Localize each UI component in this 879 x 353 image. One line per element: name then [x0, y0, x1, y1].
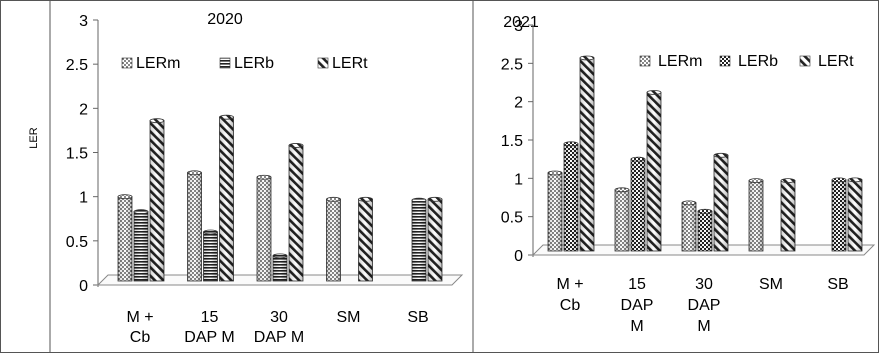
legend-label-LERt: LERt	[818, 53, 854, 70]
bar-LERb-1	[563, 141, 579, 252]
bar-LERt-4	[780, 178, 796, 252]
legend-swatch-LERm	[121, 57, 133, 69]
bars-2020	[117, 114, 443, 282]
chart-panel-2020: 2020 LERm LERb LERt 0 0.5 1 1.5 2 2.5 3 M + Cb 15 D…	[66, 11, 464, 346]
chart-panel-2021: 2021 LERm LERb LERt 0 0.5 1 1.5 2 2.5 3 M + Cb 15 D…	[501, 14, 876, 335]
x-category-label: SM	[337, 309, 361, 326]
bar-LERb-1	[133, 209, 149, 282]
legend-swatch-LERb	[719, 55, 731, 67]
y-tick-label: 0.5	[501, 210, 523, 227]
bar-LERt-4	[358, 196, 373, 282]
x-category-label: 30 DAP M	[688, 276, 721, 335]
bar-LERm-4	[326, 196, 341, 282]
y-tick-label: 1	[79, 190, 88, 207]
y-tick-label: 1.5	[501, 133, 523, 150]
legend-label-LERt: LERt	[332, 55, 368, 72]
y-axis-2021: 0 0.5 1 1.5 2 2.5 3	[501, 18, 534, 265]
x-category-label: 15 DAP M	[621, 276, 654, 335]
legend-label-LERb: LERb	[738, 53, 778, 70]
x-category-label: M + Cb	[126, 309, 153, 346]
y-tick-label: 0	[79, 278, 88, 295]
y-tick-label: 1.5	[66, 146, 88, 163]
y-tick-label: 2.5	[501, 56, 523, 73]
figure-y-axis-label: LER	[28, 127, 40, 148]
legend-2021: LERm LERb LERt	[639, 53, 854, 70]
bar-LERm-3	[256, 174, 272, 282]
y-tick-label: 0.5	[66, 234, 88, 251]
x-category-label: M + Cb	[556, 276, 583, 314]
chart-title-2020: 2020	[207, 11, 243, 28]
bar-LERb-2	[630, 156, 646, 252]
legend-swatch-LERb	[219, 57, 231, 69]
bar-LERm-2	[187, 170, 202, 282]
x-category-label: SM	[759, 276, 783, 293]
chart-title-2021: 2021	[503, 14, 539, 31]
bar-LERt-3	[288, 143, 304, 282]
y-tick-label: 3	[514, 18, 523, 35]
bar-LERm-2	[614, 187, 630, 252]
legend-2020: LERm LERb LERt	[121, 55, 368, 72]
bar-LERb-3	[272, 253, 288, 282]
bar-LERb-5	[831, 177, 847, 252]
legend-swatch-LERt	[799, 55, 811, 67]
x-category-label: 15 DAP M	[184, 309, 234, 346]
legend-label-LERb: LERb	[234, 55, 274, 72]
y-tick-label: 0	[514, 248, 523, 265]
y-tick-label: 1	[514, 171, 523, 188]
bar-LERt-5	[427, 196, 443, 282]
y-tick-label: 3	[79, 13, 88, 30]
bar-LERt-5	[847, 177, 863, 252]
y-tick-label: 2.5	[66, 57, 88, 74]
x-category-label: SB	[827, 276, 848, 293]
y-tick-label: 2	[79, 101, 88, 118]
bar-LERt-1	[149, 118, 165, 282]
bars-2021	[547, 55, 863, 252]
x-axis-2020: M + Cb 15 DAP M 30 DAP M SM SB	[126, 309, 428, 346]
y-tick-label: 2	[514, 95, 523, 112]
bar-LERm-1	[547, 170, 563, 252]
legend-swatch-LERm	[639, 55, 651, 67]
legend-label-LERm: LERm	[658, 53, 702, 70]
legend-label-LERm: LERm	[136, 55, 180, 72]
legend-swatch-LERt	[317, 57, 329, 69]
x-category-label: SB	[407, 309, 428, 326]
bar-LERt-2	[219, 114, 234, 282]
bar-LERt-1	[579, 55, 595, 252]
y-axis-2020: 0 0.5 1 1.5 2 2.5 3	[66, 13, 99, 295]
bar-LERm-4	[748, 178, 764, 252]
bar-LERt-2	[646, 90, 662, 252]
bar-LERb-5	[411, 197, 427, 282]
x-axis-2021: M + Cb 15 DAP M 30 DAP M SM SB	[556, 276, 848, 335]
bar-LERb-3	[697, 208, 713, 252]
bar-LERm-1	[117, 194, 133, 282]
bar-LERm-3	[681, 200, 697, 252]
bar-LERb-2	[203, 229, 218, 282]
x-category-label: 30 DAP M	[254, 309, 304, 346]
bar-LERt-3	[713, 152, 729, 252]
